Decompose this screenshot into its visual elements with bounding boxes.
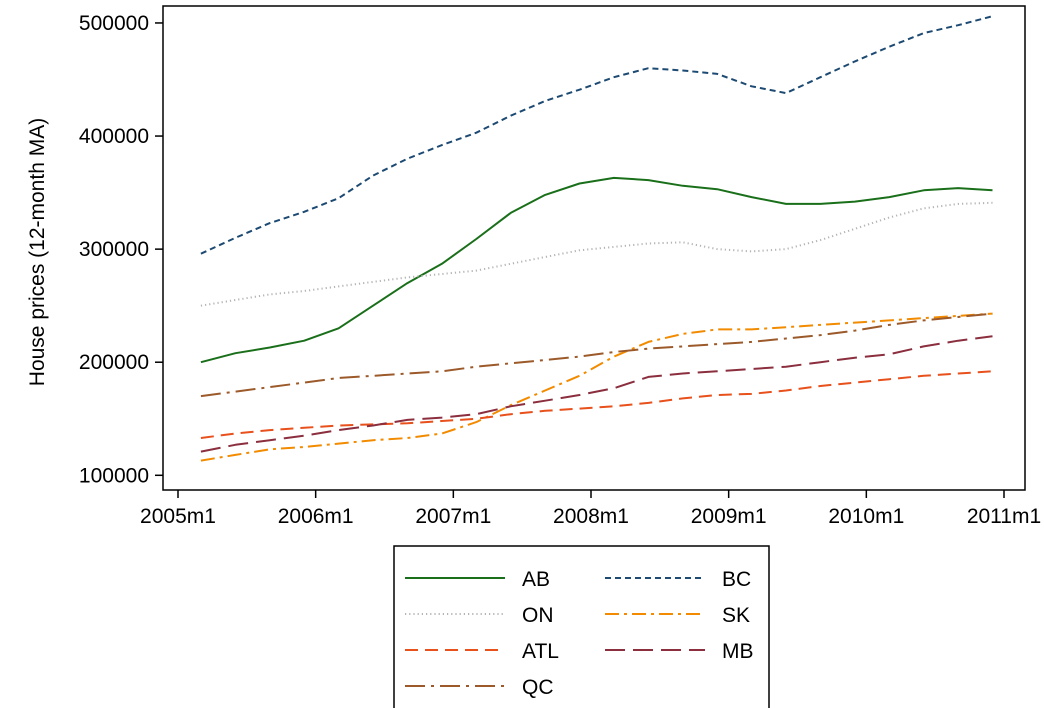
x-tick-label: 2011m1	[967, 505, 1041, 528]
y-tick-label: 500000	[79, 12, 149, 35]
legend-label-on: ON	[522, 604, 554, 627]
series-line-qc	[200, 312, 993, 398]
legend: AB BC ON SK ATL MB QC	[393, 545, 770, 708]
x-tick-label: 2005m1	[140, 505, 216, 528]
x-tick-label: 2007m1	[415, 505, 491, 528]
series-line-mb	[200, 335, 993, 453]
x-tick-label: 2006m1	[278, 505, 354, 528]
series-line-on	[200, 201, 993, 307]
legend-label-mb: MB	[722, 640, 754, 663]
series-line-bc	[200, 15, 993, 255]
y-axis-title: House prices (12-month MA)	[26, 118, 49, 386]
legend-label-atl: ATL	[522, 640, 559, 663]
y-tick-label: 400000	[79, 125, 149, 148]
series-line-sk	[200, 312, 993, 462]
plot-area	[162, 5, 1026, 491]
series-lines	[200, 15, 993, 462]
series-line-ab	[200, 176, 993, 364]
x-tick-label: 2010m1	[828, 505, 904, 528]
legend-box	[393, 545, 770, 708]
x-tick-label: 2009m1	[691, 505, 767, 528]
x-axis: 2005m1 2006m1 2007m1 2008m1 2009m1 2010m1 2011…	[140, 490, 1041, 528]
y-tick-label: 200000	[79, 351, 149, 374]
y-tick-label: 300000	[79, 238, 149, 261]
legend-label-ab: AB	[522, 568, 550, 591]
legend-label-qc: QC	[522, 676, 554, 699]
y-tick-label: 100000	[79, 464, 149, 487]
series-line-atl	[200, 370, 993, 439]
legend-label-sk: SK	[722, 604, 750, 627]
y-axis: 100000 200000 300000 400000 500000	[79, 12, 163, 487]
legend-label-bc: BC	[722, 568, 751, 591]
x-tick-label: 2008m1	[553, 505, 629, 528]
